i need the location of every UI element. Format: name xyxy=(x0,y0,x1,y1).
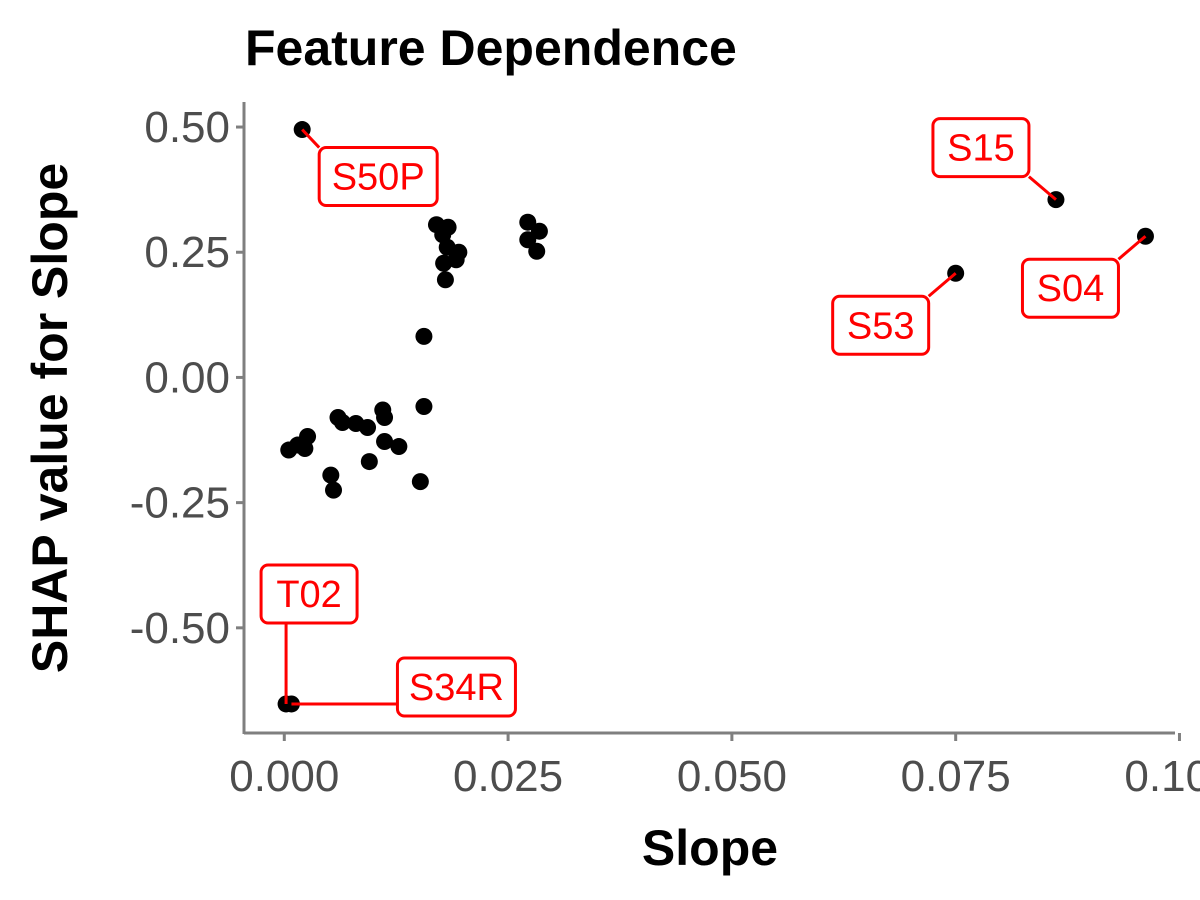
data-point xyxy=(325,481,343,499)
y-axis: -0.50 -0.25 0.00 0.25 0.50 xyxy=(130,102,246,734)
label-box xyxy=(317,146,439,208)
data-point xyxy=(411,473,429,491)
chart-title: Feature Dependence xyxy=(245,20,737,76)
point-label: S15 xyxy=(947,128,1015,170)
label-box xyxy=(259,563,359,625)
x-tick-label: 0.100 xyxy=(1124,752,1200,801)
data-point xyxy=(528,242,546,260)
data-point xyxy=(322,466,340,484)
x-tick-label: 0.025 xyxy=(453,752,563,801)
y-tick-label: 0.25 xyxy=(144,228,230,277)
label-box xyxy=(1020,257,1120,319)
data-point xyxy=(435,254,453,272)
label-leader-line xyxy=(301,128,321,149)
y-tick-label: 0.50 xyxy=(144,103,230,152)
label-leader-line xyxy=(1117,235,1147,261)
point-labels: S50P T02 S34R S53 S15 S04 xyxy=(259,117,1147,718)
data-point xyxy=(359,419,377,437)
x-tick-label: 0.075 xyxy=(901,752,1011,801)
data-point xyxy=(360,453,378,471)
point-label: S04 xyxy=(1037,268,1105,310)
data-point xyxy=(519,231,537,249)
label-leader-line xyxy=(927,272,957,298)
y-axis-title: SHAP value for Slope xyxy=(22,163,78,673)
data-point xyxy=(376,433,394,451)
data-point xyxy=(333,414,351,432)
point-label: T02 xyxy=(276,574,341,616)
x-axis: 0.000 0.025 0.050 0.075 0.100 xyxy=(229,731,1200,801)
data-point xyxy=(299,428,317,446)
point-label: S34R xyxy=(409,667,504,709)
x-tick-label: 0.000 xyxy=(229,752,339,801)
data-points xyxy=(277,121,1154,713)
label-leader-line xyxy=(1027,175,1057,201)
point-label: S50P xyxy=(332,157,425,199)
data-point xyxy=(415,327,433,345)
data-point xyxy=(436,271,454,289)
x-tick-label: 0.050 xyxy=(677,752,787,801)
point-label: S53 xyxy=(847,305,915,347)
data-point xyxy=(376,409,394,426)
y-tick-label: -0.25 xyxy=(130,479,230,528)
data-point xyxy=(519,213,537,231)
x-axis-title: Slope xyxy=(642,820,778,876)
label-box xyxy=(395,656,517,718)
data-point xyxy=(530,222,548,240)
label-box xyxy=(831,294,931,356)
y-tick-label: -0.50 xyxy=(130,604,230,653)
label-box xyxy=(931,117,1031,179)
data-point xyxy=(415,397,433,415)
data-point xyxy=(390,438,408,456)
y-tick-label: 0.00 xyxy=(144,353,230,402)
